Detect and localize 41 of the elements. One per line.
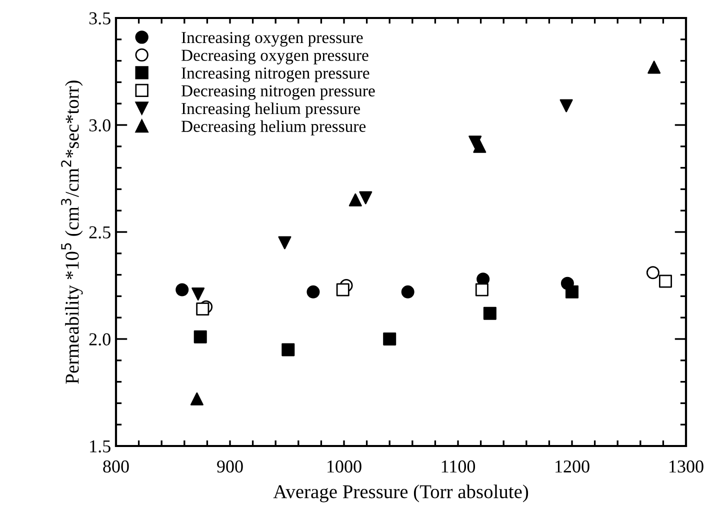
point bbox=[336, 283, 350, 296]
point bbox=[658, 274, 672, 288]
legend-label: Decreasing oxygen pressure bbox=[181, 50, 368, 64]
point bbox=[475, 283, 488, 296]
point bbox=[383, 332, 396, 346]
y-axis-title: Permeability *10$^{5}$ (cm$^{3}$/cm$^{2}$*sec*torr) bbox=[61, 80, 83, 384]
point bbox=[192, 288, 205, 301]
point bbox=[648, 60, 661, 74]
legend-label: Decreasing nitrogen pressure bbox=[181, 85, 375, 100]
y-tick-label: 3.5 bbox=[89, 12, 110, 25]
point bbox=[560, 99, 573, 112]
x-tick-label: 1000 bbox=[328, 460, 362, 473]
point bbox=[176, 283, 189, 296]
x-tick-label: 1300 bbox=[670, 460, 704, 473]
point bbox=[468, 136, 482, 149]
point bbox=[348, 193, 362, 206]
point bbox=[194, 330, 207, 344]
legend-label: Increasing helium pressure bbox=[182, 102, 360, 118]
point bbox=[473, 140, 486, 153]
y-tick-label: 2.0 bbox=[89, 333, 110, 346]
y-tick-label: 1.5 bbox=[90, 440, 110, 453]
y-tick-label: 3.0 bbox=[89, 119, 110, 132]
point bbox=[483, 306, 496, 320]
legend-label: Increasing oxygen pressure bbox=[182, 32, 363, 47]
point bbox=[565, 285, 579, 298]
point bbox=[196, 302, 210, 316]
point bbox=[646, 266, 660, 280]
x-tick-label: 1200 bbox=[556, 460, 590, 473]
x-axis-title: Average Pressure (Torr absolute) bbox=[273, 484, 528, 502]
point bbox=[306, 285, 320, 298]
y-tick-label: 2.5 bbox=[89, 226, 110, 239]
point bbox=[401, 285, 414, 298]
point bbox=[282, 343, 295, 356]
point bbox=[278, 236, 292, 250]
point bbox=[359, 191, 372, 204]
legend-label: Increasing nitrogen pressure bbox=[182, 67, 370, 82]
point bbox=[190, 392, 204, 406]
x-tick-label: 1100 bbox=[442, 460, 476, 473]
x-tick-label: 800 bbox=[103, 460, 129, 473]
x-tick-label: 900 bbox=[217, 460, 243, 473]
legend-label: Decreasing helium pressure bbox=[181, 120, 366, 136]
